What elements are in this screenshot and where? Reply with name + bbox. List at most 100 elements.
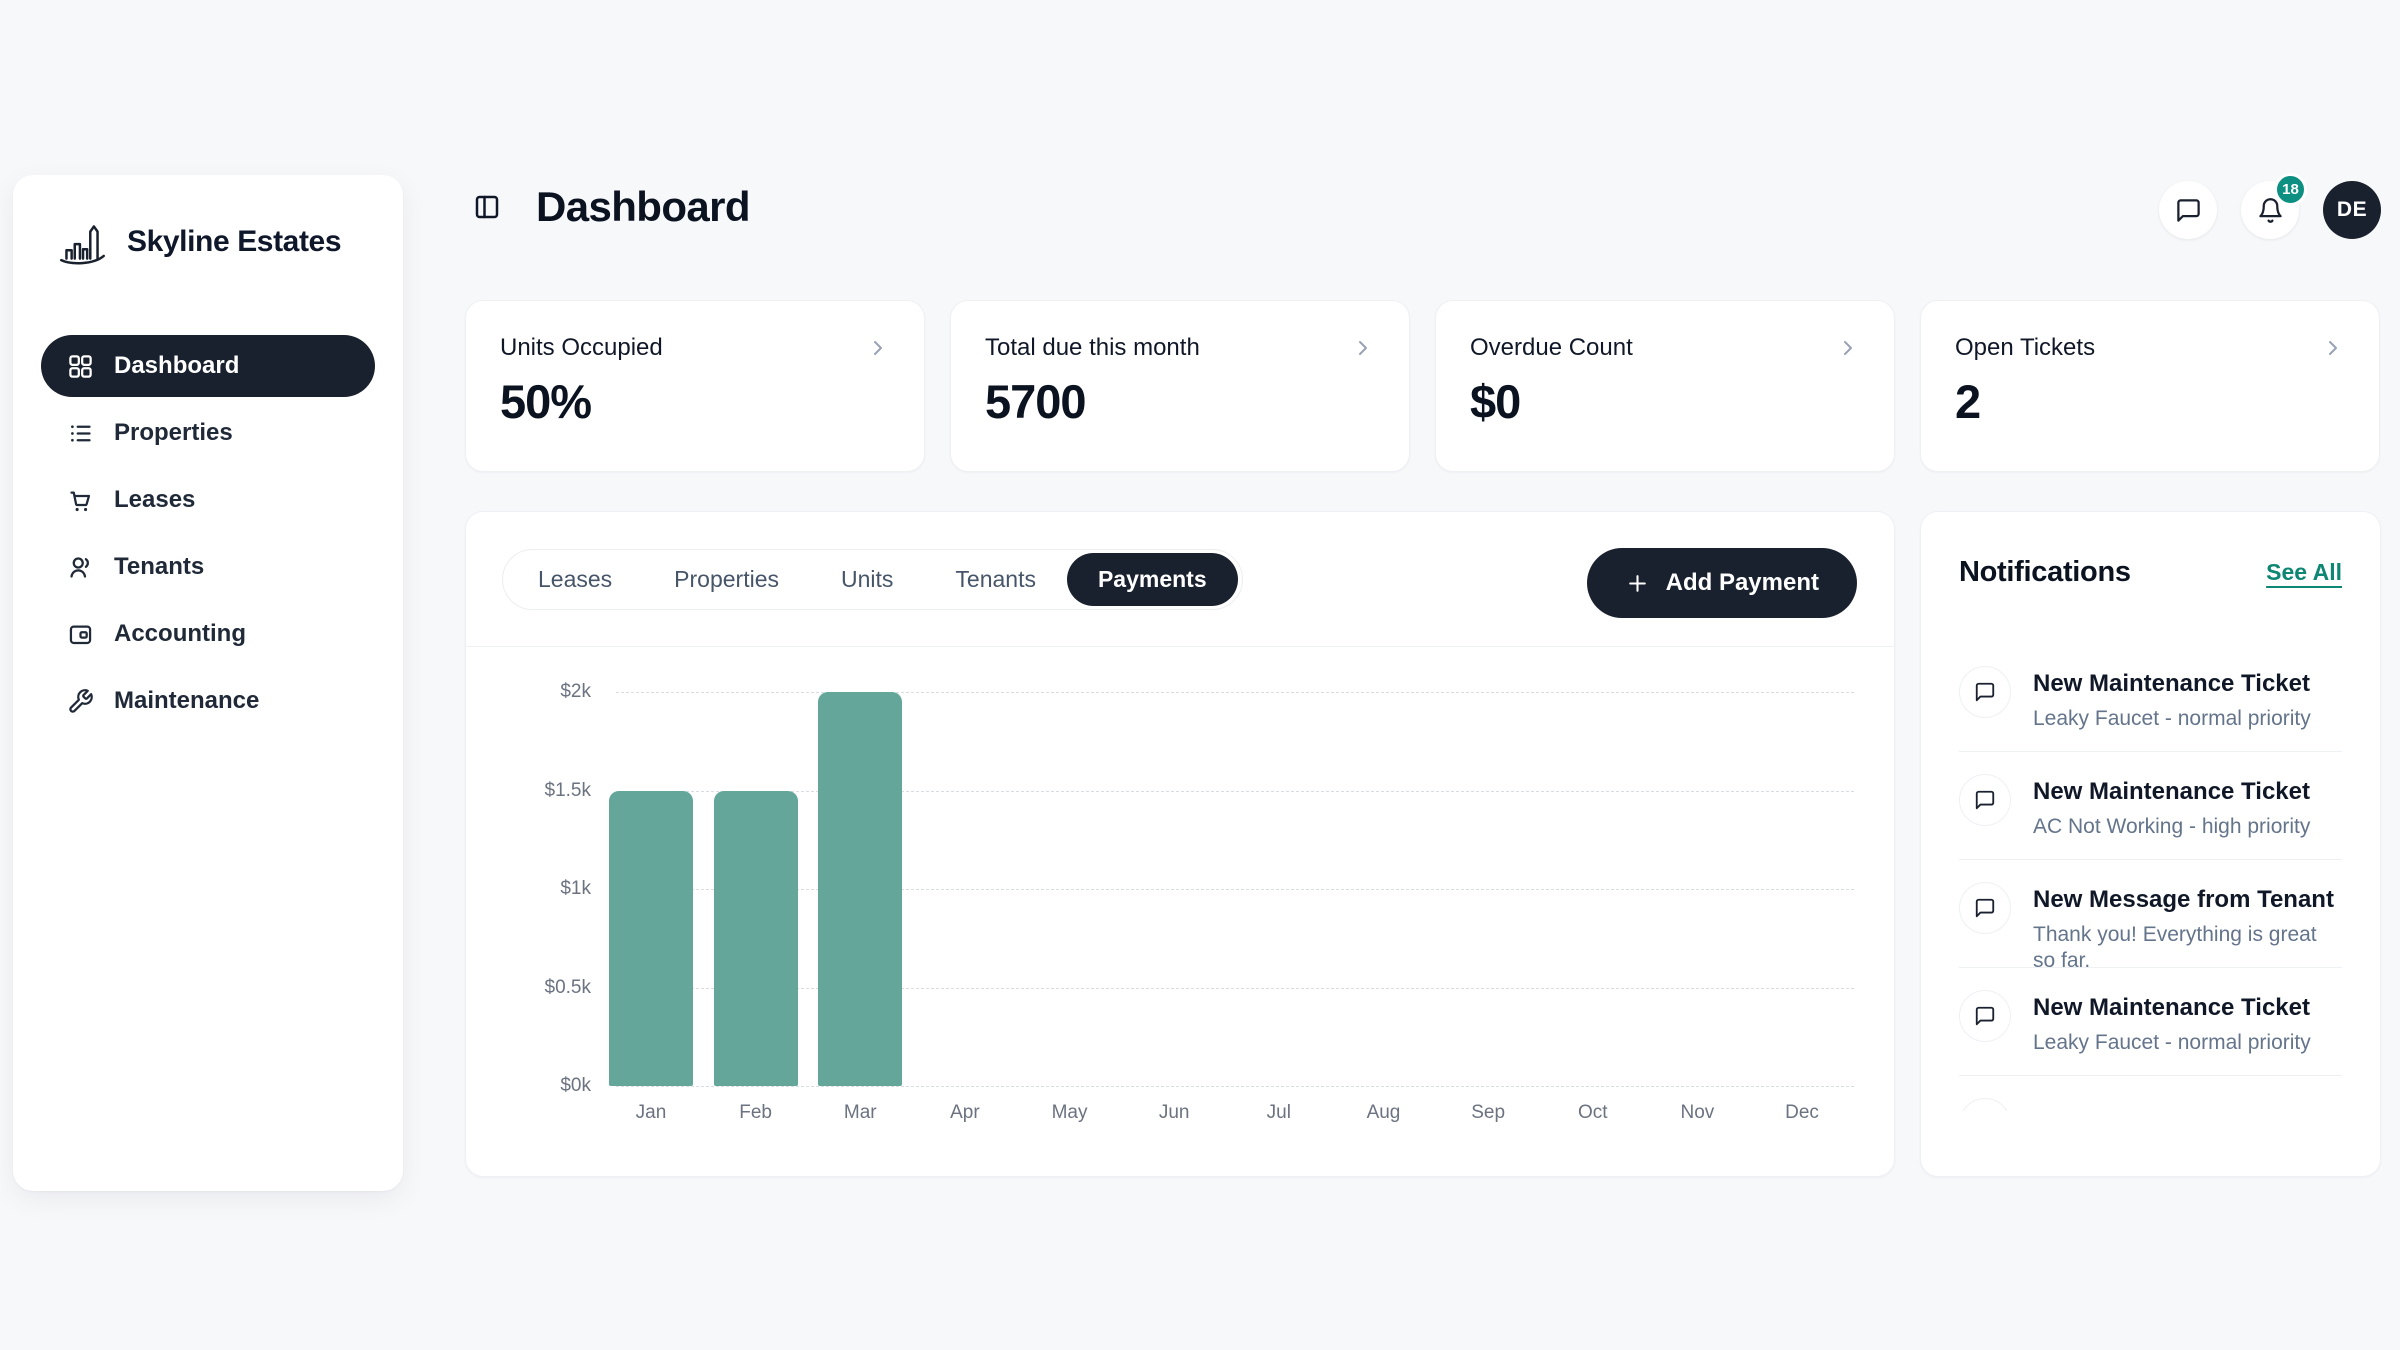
tab-properties[interactable]: Properties [674, 566, 779, 592]
x-axis-tick-label: Feb [739, 1102, 772, 1123]
grid-icon [67, 353, 94, 380]
chart-gridline [616, 987, 1854, 989]
y-axis-tick-label: $0.5k [544, 976, 591, 998]
chart-bar-feb [713, 790, 798, 1086]
chart-gridline [616, 790, 1854, 792]
notifications-button[interactable]: 18 [2241, 173, 2307, 239]
x-axis-tick-label: Dec [1785, 1102, 1819, 1123]
notification-title: New Maintenance Ticket [2033, 670, 2310, 697]
add-payment-label: Add Payment [1665, 569, 1819, 596]
stat-value: 50% [500, 375, 592, 428]
chevron-right-icon[interactable] [1351, 336, 1375, 360]
notification-title: New Maintenance Ticket [2033, 778, 2310, 805]
tab-payments[interactable]: Payments [1066, 553, 1238, 606]
sidebar-item-maintenance[interactable]: Maintenance [41, 670, 375, 732]
y-axis-tick-label: $1.5k [544, 779, 591, 801]
chat-bubble-icon [1959, 666, 2011, 718]
notification-subtitle: Leaky Faucet - normal priority [2033, 707, 2311, 730]
wrench-icon [67, 688, 94, 715]
stat-value: 2 [1955, 375, 1981, 428]
sidebar-item-label: Leases [114, 486, 196, 513]
page-title: Dashboard [536, 183, 751, 230]
see-all-link[interactable]: See All [2266, 559, 2342, 585]
stat-card-units-occupied[interactable]: Units Occupied 50% [465, 300, 925, 472]
x-axis-tick-label: Sep [1471, 1102, 1506, 1123]
sidebar-item-label: Properties [114, 419, 233, 446]
tab-units[interactable]: Units [841, 566, 894, 592]
sidebar: Skyline Estates Dashboard [13, 175, 403, 1191]
y-axis-tick-label: $2k [560, 681, 591, 702]
chevron-right-icon[interactable] [866, 336, 890, 360]
sidebar-item-tenants[interactable]: Tenants [41, 536, 375, 598]
payments-chart-card: Leases Properties Units Tenants Payments… [465, 511, 1895, 1177]
payments-bar-chart: $0k $0.5k $1k $1.5k $2k Jan Feb Mar Apr May Jun Jul… [466, 512, 1894, 1176]
list-icon [67, 420, 94, 447]
sidebar-item-dashboard[interactable]: Dashboard [41, 335, 375, 397]
chart-bar-mar [818, 692, 903, 1086]
y-axis-tick-label: $0k [560, 1075, 591, 1096]
messages-button[interactable] [2159, 181, 2217, 239]
cart-icon [67, 487, 94, 514]
chart-gridline [616, 692, 1854, 693]
chat-bubble-icon [2175, 197, 2202, 224]
header: Dashboard [472, 183, 751, 231]
stat-label: Units Occupied [500, 334, 663, 361]
stat-card-open-tickets[interactable]: Open Tickets 2 [1920, 300, 2380, 472]
notification-item-partial [1959, 1076, 2342, 1111]
notification-count-badge: 18 [2274, 173, 2307, 206]
x-axis-tick-label: Jun [1158, 1102, 1190, 1123]
bell-icon [2257, 197, 2284, 224]
sidebar-item-properties[interactable]: Properties [41, 402, 375, 464]
stat-label: Open Tickets [1955, 334, 2096, 361]
users-icon [67, 554, 94, 581]
stat-label: Overdue Count [1470, 334, 1633, 361]
sidebar-item-label: Maintenance [114, 687, 260, 714]
add-payment-button[interactable]: Add Payment [1586, 548, 1857, 618]
chevron-right-icon[interactable] [1836, 336, 1860, 360]
plus-icon [1625, 571, 1650, 596]
sidebar-item-label: Accounting [114, 620, 246, 647]
x-axis-tick-label: Apr [950, 1102, 980, 1123]
chart-gridline [616, 1086, 1854, 1087]
sidebar-item-accounting[interactable]: Accounting [41, 603, 375, 665]
notification-item[interactable]: New Maintenance Ticket Leaky Faucet - no… [1959, 968, 2342, 1076]
notification-subtitle: AC Not Working - high priority [2033, 815, 2311, 838]
chart-bar-jan [609, 790, 693, 1086]
chart-tabs: Leases Properties Units Tenants Payments [502, 549, 1243, 610]
divider [466, 646, 1894, 647]
chart-gridline [616, 889, 1854, 890]
chat-bubble-icon [1959, 882, 2011, 934]
notification-title: New Message from Tenant [2033, 886, 2334, 913]
stat-card-total-due[interactable]: Total due this month 5700 [950, 300, 1410, 472]
sidebar-toggle-icon[interactable] [472, 192, 502, 222]
notification-item[interactable]: New Message from Tenant Thank you! Every… [1959, 860, 2342, 972]
brand: Skyline Estates [13, 175, 403, 271]
stat-value: $0 [1470, 375, 1521, 428]
notification-item[interactable]: New Maintenance Ticket Leaky Faucet - no… [1959, 644, 2342, 752]
tab-tenants[interactable]: Tenants [955, 566, 1036, 592]
notification-title: New Maintenance Ticket [2033, 994, 2310, 1021]
chat-bubble-icon [1959, 774, 2011, 826]
tab-leases[interactable]: Leases [538, 566, 613, 592]
notifications-panel: Notifications See All New Maintenance Ti… [1920, 511, 2381, 1177]
brand-name: Skyline Estates [127, 225, 342, 258]
chat-bubble-icon [1959, 990, 2011, 1042]
sidebar-item-leases[interactable]: Leases [41, 469, 375, 531]
notification-subtitle: Thank you! Everything is great so far. [2033, 923, 2317, 972]
notification-subtitle: Leaky Faucet - normal priority [2033, 1031, 2311, 1054]
x-axis-tick-label: May [1051, 1102, 1088, 1123]
notification-item[interactable]: New Maintenance Ticket AC Not Working - … [1959, 752, 2342, 860]
x-axis-tick-label: Oct [1577, 1102, 1608, 1123]
chat-bubble-icon [1959, 1098, 2011, 1111]
y-axis-tick-label: $1k [560, 878, 591, 899]
x-axis-tick-label: Nov [1680, 1102, 1715, 1123]
chevron-right-icon[interactable] [2321, 336, 2345, 360]
notifications-list: New Maintenance Ticket Leaky Faucet - no… [1959, 644, 2342, 1111]
stat-card-overdue-count[interactable]: Overdue Count $0 [1435, 300, 1895, 472]
sidebar-item-label: Dashboard [114, 352, 240, 379]
skyline-logo-icon [53, 213, 111, 271]
avatar[interactable]: DE [2323, 181, 2381, 239]
stat-value: 5700 [985, 375, 1087, 428]
sidebar-nav: Dashboard Properties [13, 335, 403, 732]
